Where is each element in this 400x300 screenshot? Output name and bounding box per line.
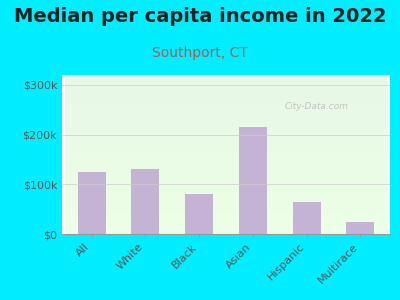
Bar	[239, 127, 267, 234]
Bar	[346, 222, 374, 234]
Text: City-Data.com: City-Data.com	[285, 102, 349, 111]
Bar	[78, 172, 106, 234]
Text: Southport, CT: Southport, CT	[152, 46, 248, 61]
Text: Median per capita income in 2022: Median per capita income in 2022	[14, 8, 386, 26]
Bar	[293, 202, 321, 234]
Bar	[131, 169, 159, 234]
Bar	[185, 194, 213, 234]
